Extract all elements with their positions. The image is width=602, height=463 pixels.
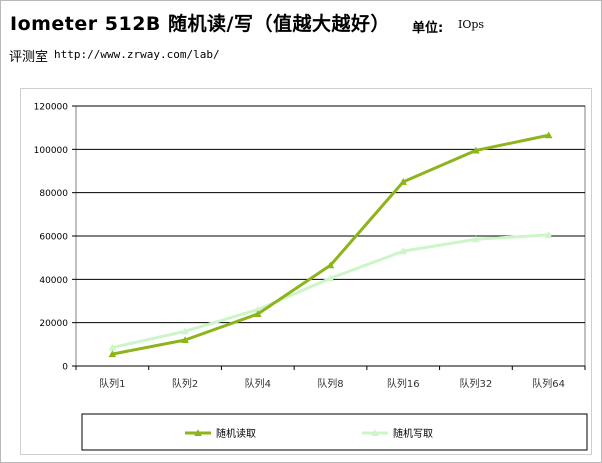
y-tick-label: 20000 [39, 319, 68, 329]
series-line [112, 233, 549, 350]
chart-title: Iometer 512B 随机读/写（值越大越好） [10, 13, 390, 35]
y-tick-label: 0 [62, 363, 68, 373]
series-line [112, 133, 549, 356]
data-point [472, 235, 480, 243]
data-point [108, 350, 117, 358]
data-point [399, 247, 408, 255]
legend: 随机读取 随机写取 [81, 413, 588, 451]
series-layer [108, 131, 553, 358]
x-tick-label: 队列8 [317, 377, 343, 390]
data-point [108, 343, 117, 351]
y-tick-label: 120000 [34, 103, 69, 113]
y-tick-label: 60000 [39, 233, 68, 243]
data-point [472, 146, 480, 154]
x-tick-label: 队列32 [460, 377, 493, 390]
unit-label: 单位: [412, 21, 444, 36]
x-tick-label: 队列64 [532, 377, 565, 390]
data-point [326, 261, 335, 269]
data-point [544, 231, 553, 238]
legend-box [81, 413, 588, 451]
y-tick-label: 80000 [39, 189, 68, 199]
data-point [399, 178, 408, 185]
legend-label: 随机读取 [216, 427, 256, 440]
legend-marker [194, 429, 202, 437]
unit-value: IOps [458, 18, 485, 31]
x-tick-label: 队列4 [245, 377, 271, 390]
data-point [181, 336, 189, 344]
data-point [544, 131, 553, 139]
x-tick-label: 队列2 [172, 377, 198, 390]
y-tick-label: 40000 [39, 276, 68, 286]
chart-area [20, 88, 592, 455]
legend-label: 随机写取 [393, 427, 433, 440]
data-point [326, 274, 335, 282]
lab-url: http://www.zrway.com/lab/ [54, 48, 220, 61]
data-point [253, 310, 262, 318]
data-point [181, 327, 189, 335]
x-tick-label: 队列16 [387, 377, 420, 390]
y-tick-label: 100000 [34, 146, 69, 156]
axis-layer: 0 20000 40000 60000 80000 100000 120000 队列1 队列2 队… [34, 103, 586, 390]
legend-marker [371, 429, 379, 437]
x-tick-label: 队列1 [99, 377, 125, 390]
lab-label: 评测室 [9, 50, 49, 65]
